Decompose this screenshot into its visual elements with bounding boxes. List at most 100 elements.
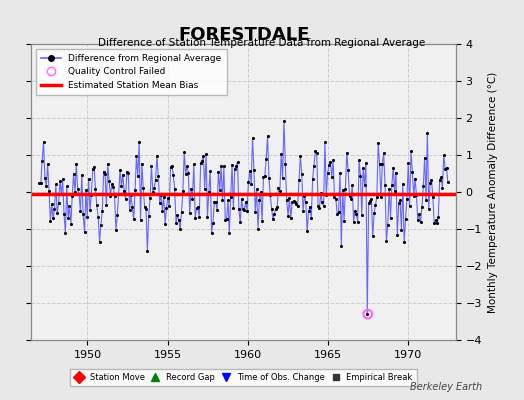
Point <box>292 201 300 208</box>
Point <box>173 212 182 218</box>
Point <box>188 196 196 202</box>
Point <box>413 217 422 224</box>
Point <box>381 182 389 188</box>
Point <box>181 170 190 177</box>
Point <box>129 216 138 222</box>
Point <box>295 177 303 183</box>
Point <box>210 199 219 205</box>
Point <box>39 138 48 145</box>
Point <box>314 202 322 209</box>
Point <box>41 174 49 181</box>
Point <box>302 199 310 206</box>
Point <box>375 161 384 167</box>
Point <box>174 217 183 223</box>
Point <box>430 220 439 226</box>
Point <box>43 161 52 168</box>
Point <box>303 228 311 234</box>
Point <box>104 161 112 168</box>
Point <box>180 149 189 156</box>
Point <box>332 196 340 202</box>
Point <box>270 211 279 217</box>
Point <box>169 172 178 178</box>
Point <box>160 194 168 200</box>
Point <box>97 221 105 228</box>
Point <box>228 162 236 168</box>
Point <box>237 196 246 202</box>
Point <box>118 172 127 178</box>
Point <box>444 179 452 186</box>
Point <box>431 216 440 223</box>
Point <box>113 212 122 218</box>
Point <box>161 221 169 227</box>
Point <box>412 192 421 198</box>
Point <box>264 132 272 139</box>
Point <box>128 204 137 210</box>
Point <box>87 192 95 198</box>
Point <box>219 197 227 203</box>
Point <box>225 230 234 236</box>
Point <box>384 222 392 228</box>
Point <box>407 148 415 154</box>
Point <box>239 206 247 212</box>
Point <box>78 172 86 178</box>
Point <box>322 192 331 198</box>
Point <box>176 226 184 232</box>
Point <box>179 188 187 195</box>
Point <box>66 203 74 210</box>
Point <box>196 160 205 166</box>
Point <box>316 190 325 196</box>
Point <box>362 160 370 166</box>
Point <box>298 170 306 177</box>
Point <box>267 206 276 212</box>
Point <box>419 183 428 190</box>
Point <box>53 210 61 217</box>
Point <box>410 192 418 199</box>
Point <box>329 157 337 164</box>
Point <box>285 195 293 201</box>
Point <box>177 209 185 215</box>
Point <box>138 161 146 167</box>
Point <box>54 200 63 206</box>
Point <box>269 216 277 222</box>
Point <box>120 188 128 194</box>
Point <box>233 159 242 165</box>
Point <box>266 192 275 199</box>
Point <box>309 176 317 182</box>
Point <box>167 164 175 170</box>
Point <box>350 218 358 225</box>
Point <box>107 181 116 187</box>
Point <box>79 211 88 218</box>
Point <box>323 170 332 176</box>
Point <box>156 200 164 206</box>
Text: Difference of Station Temperature Data from Regional Average: Difference of Station Temperature Data f… <box>99 38 425 48</box>
Point <box>149 188 157 195</box>
Point <box>442 164 451 171</box>
Point <box>417 219 425 226</box>
Point <box>203 214 212 220</box>
Point <box>251 208 259 215</box>
Point <box>152 153 161 160</box>
Point <box>91 186 100 192</box>
Point <box>250 167 258 173</box>
Point <box>424 206 433 212</box>
Point <box>190 161 198 167</box>
Point <box>372 202 380 208</box>
Point <box>139 185 147 192</box>
Point <box>72 161 81 168</box>
Point <box>389 164 397 171</box>
Point <box>400 239 408 245</box>
Point <box>76 208 84 214</box>
Point <box>438 185 446 191</box>
Point <box>305 204 314 210</box>
Point <box>248 134 257 141</box>
Point <box>101 170 109 177</box>
Point <box>288 199 297 205</box>
Point <box>396 197 404 204</box>
Point <box>38 157 46 164</box>
Point <box>296 153 304 159</box>
Point <box>56 178 64 184</box>
Point <box>37 180 45 186</box>
Point <box>90 164 99 170</box>
Point <box>42 183 50 190</box>
Point <box>254 226 262 232</box>
